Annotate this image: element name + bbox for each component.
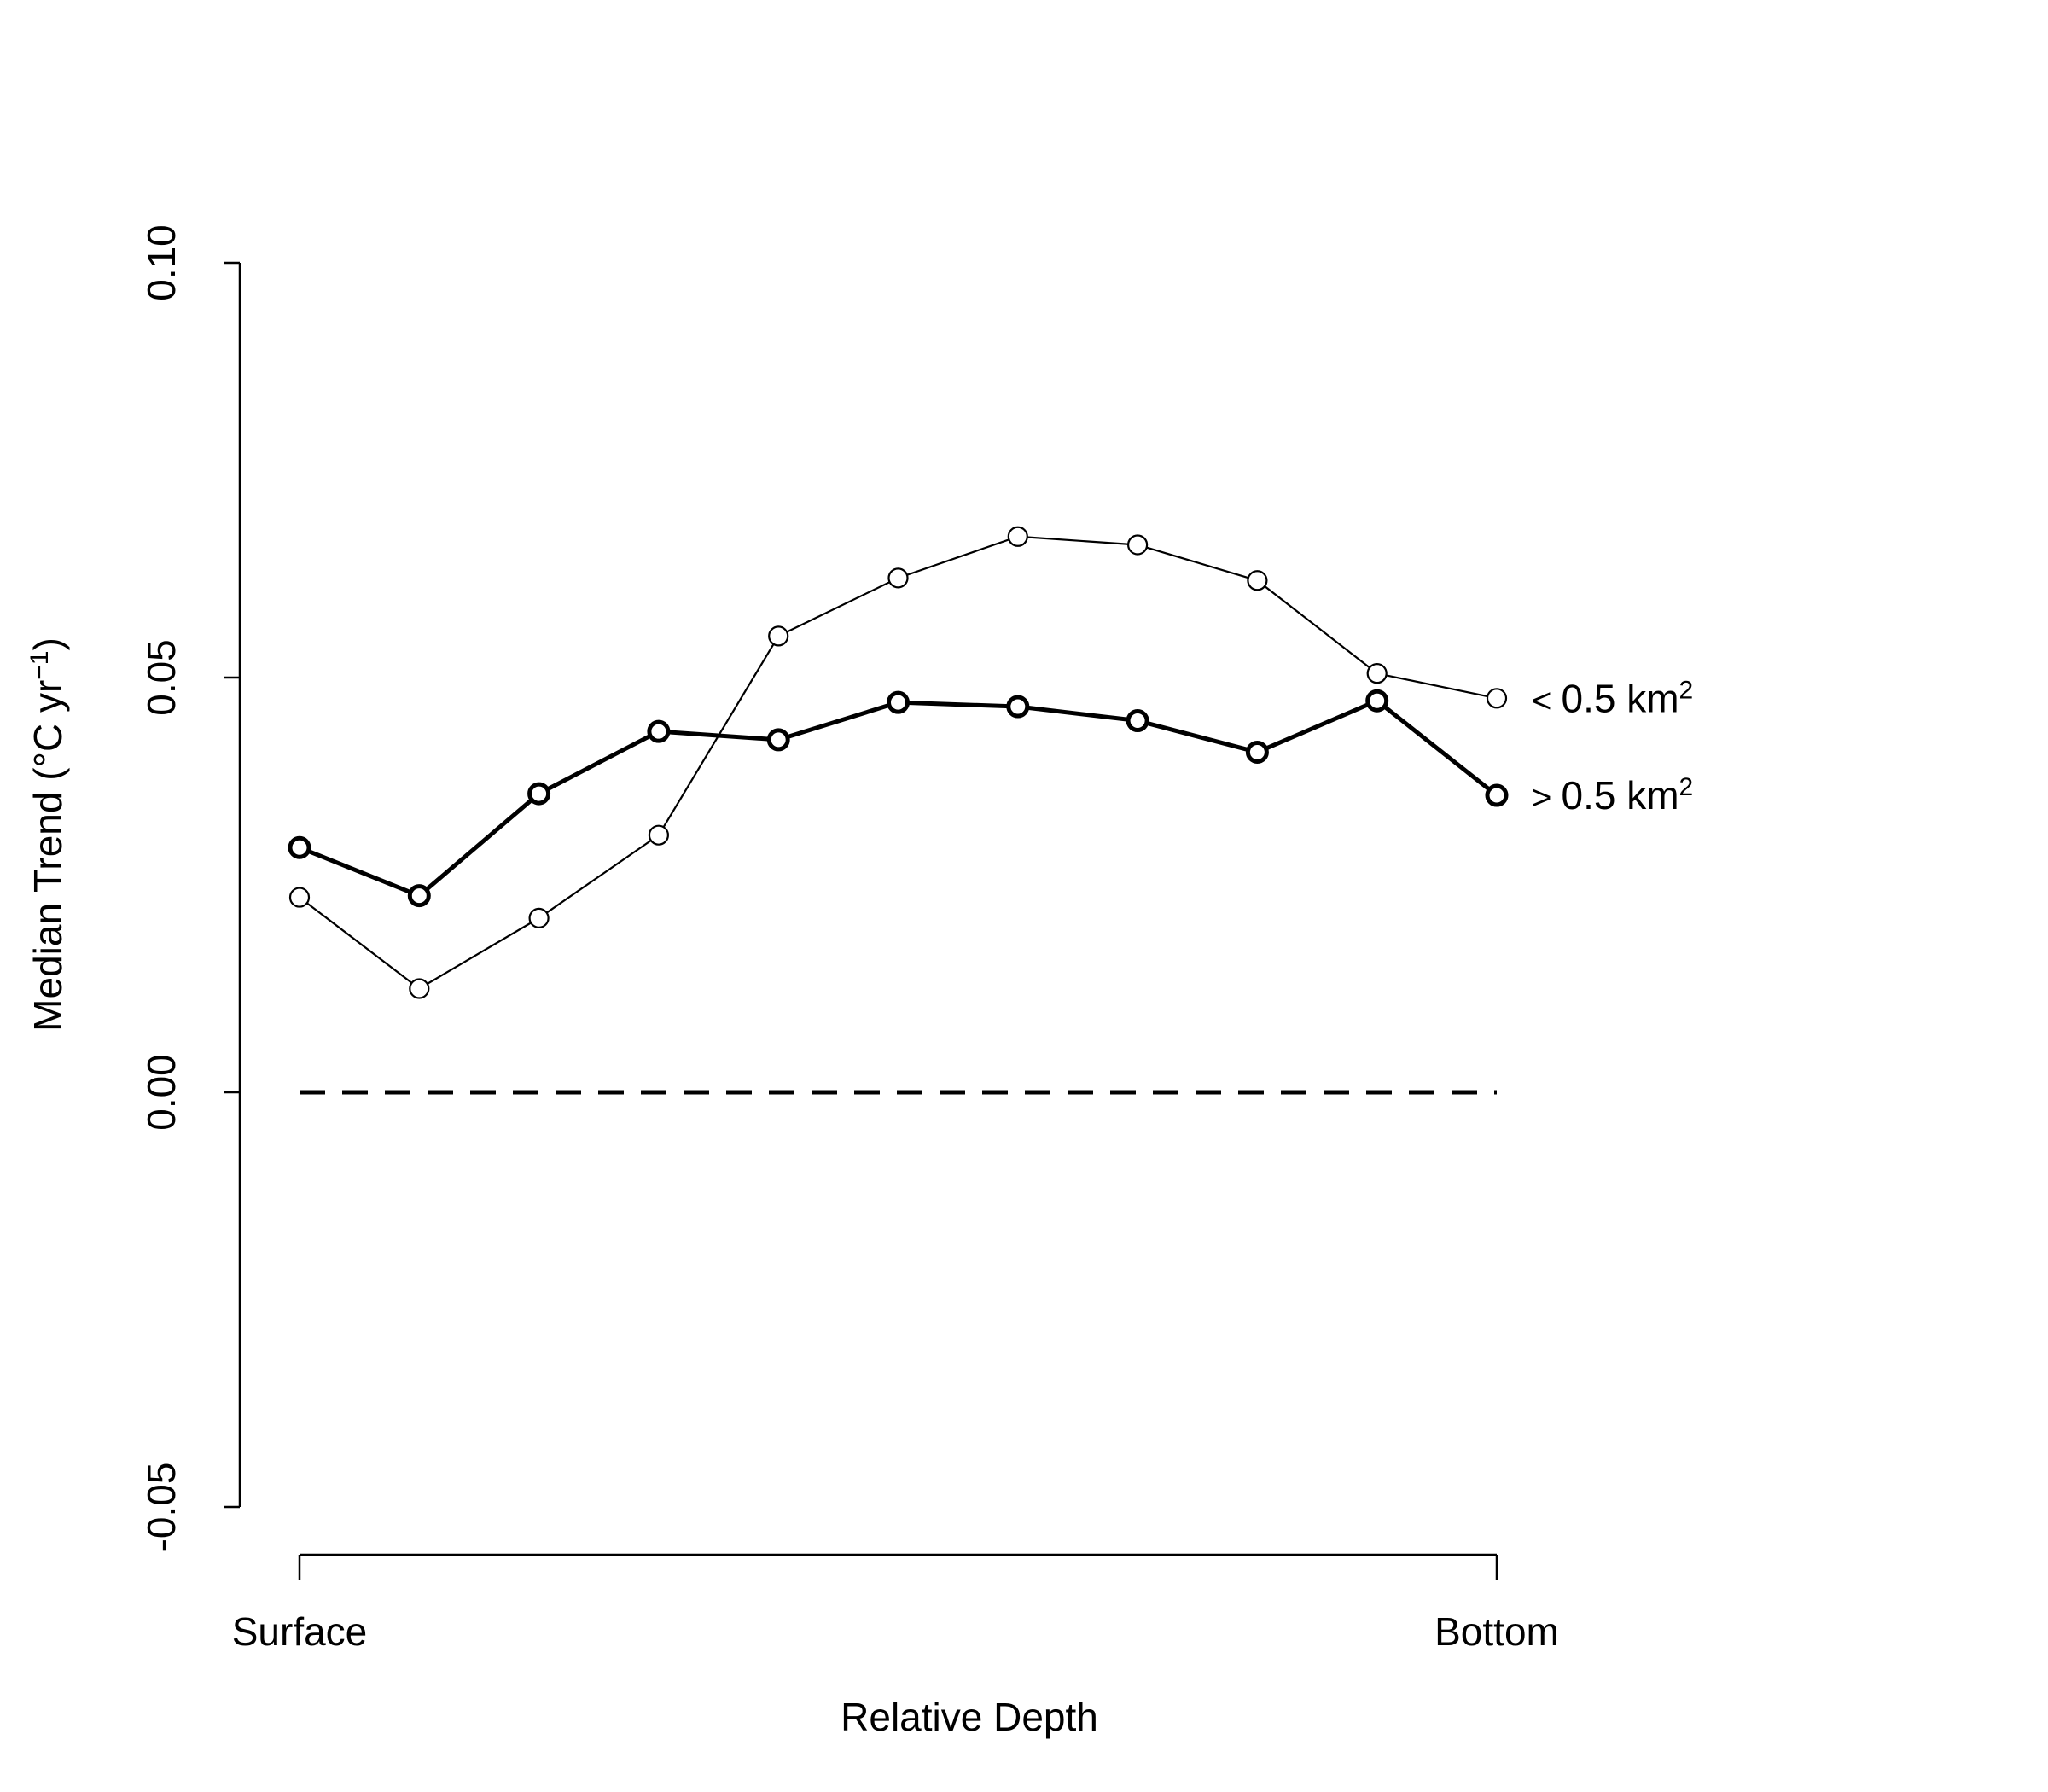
y-axis-title-main: Median Trend (°C yr <box>26 680 70 1032</box>
y-tick-label: 0.00 <box>139 1054 183 1131</box>
series-label-superscript: 2 <box>1679 676 1694 704</box>
y-axis-title-close: ) <box>26 637 70 650</box>
series-label: > 0.5 km2 <box>1532 773 1693 818</box>
x-tick-label: Surface <box>232 1609 368 1654</box>
series-line <box>299 698 1498 899</box>
data-point <box>766 728 790 752</box>
data-point <box>1245 740 1269 764</box>
series-labels: < 0.5 km2> 0.5 km2 <box>1532 676 1693 817</box>
series-layer <box>288 526 1509 999</box>
data-point <box>409 978 430 999</box>
x-axis: Surface Bottom <box>232 1553 1559 1654</box>
series-1 <box>288 689 1509 908</box>
y-axis-title-superscript: −1 <box>26 651 54 680</box>
data-point <box>528 907 550 928</box>
series-label-text: 0.5 km <box>1561 676 1679 720</box>
x-axis-title: Relative Depth <box>841 1695 1098 1739</box>
data-point <box>768 625 789 647</box>
data-point <box>527 782 551 806</box>
series-label-symbol: < <box>1532 682 1561 719</box>
series-label-text: 0.5 km <box>1561 773 1679 817</box>
data-point <box>407 884 431 908</box>
data-point <box>1126 534 1149 556</box>
series-label: < 0.5 km2 <box>1532 676 1693 721</box>
series-label-superscript: 2 <box>1679 773 1694 801</box>
data-point <box>288 835 311 859</box>
data-point <box>647 719 671 743</box>
data-point <box>648 824 670 846</box>
y-axis-title: Median Trend (°C yr−1) <box>26 637 71 1032</box>
y-tick-label: 0.10 <box>139 224 183 301</box>
series-label-symbol: > <box>1532 779 1561 817</box>
series-0 <box>288 526 1508 999</box>
data-point <box>1485 783 1509 807</box>
data-point <box>288 887 311 908</box>
data-point <box>1006 695 1030 719</box>
y-tick-label: -0.05 <box>139 1463 183 1552</box>
data-point <box>1126 709 1149 733</box>
data-point <box>1486 688 1508 709</box>
y-tick-label: 0.05 <box>139 639 183 716</box>
series-line <box>299 535 1498 990</box>
x-tick-label: Bottom <box>1434 1609 1559 1654</box>
data-point <box>1007 526 1028 547</box>
y-axis: -0.05 0.00 0.05 0.10 <box>139 224 241 1552</box>
data-point <box>1366 663 1388 684</box>
data-point <box>887 690 910 714</box>
data-point <box>887 567 909 589</box>
data-point <box>1247 570 1268 591</box>
data-point <box>1365 689 1389 713</box>
